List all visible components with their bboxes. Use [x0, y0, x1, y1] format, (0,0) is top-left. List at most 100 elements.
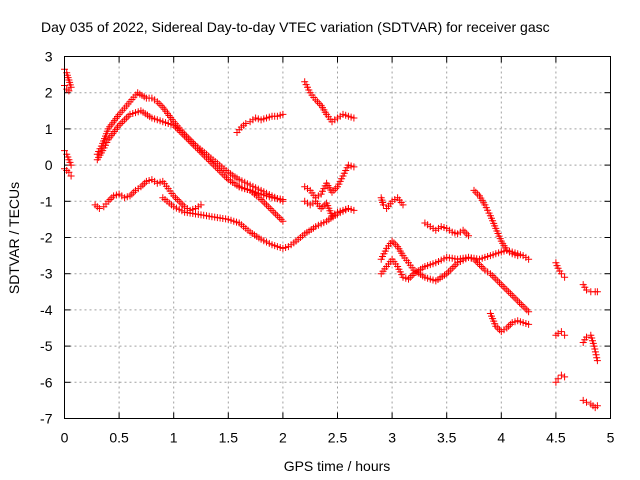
- data-point: [175, 197, 183, 205]
- data-point: [182, 134, 190, 142]
- data-point: [503, 286, 511, 294]
- data-point: [470, 186, 478, 194]
- data-point: [593, 402, 601, 410]
- series-arc-n: [377, 194, 407, 212]
- data-point: [510, 293, 518, 301]
- data-point: [512, 295, 520, 303]
- data-point: [496, 279, 503, 287]
- data-point: [219, 170, 227, 178]
- series-arc-y: [579, 396, 601, 412]
- x-tick-label: 0.5: [109, 430, 129, 446]
- data-point: [590, 342, 598, 350]
- data-point: [591, 345, 599, 353]
- data-points: [61, 65, 601, 412]
- data-point: [195, 147, 203, 155]
- data-point: [141, 179, 149, 187]
- data-point: [95, 205, 103, 212]
- data-point: [505, 288, 513, 296]
- data-point: [67, 172, 75, 180]
- data-point: [561, 373, 569, 381]
- data-point: [472, 188, 480, 196]
- data-point: [508, 291, 516, 299]
- data-point: [554, 329, 562, 337]
- data-point: [204, 156, 212, 164]
- data-point: [593, 357, 601, 365]
- data-point: [184, 136, 192, 144]
- data-point: [317, 205, 325, 212]
- chart-title: Day 035 of 2022, Sidereal Day-to-day VTE…: [41, 19, 550, 35]
- data-point: [157, 101, 165, 109]
- data-point: [119, 118, 127, 126]
- data-point: [126, 192, 134, 200]
- data-point: [266, 205, 274, 212]
- data-point: [213, 165, 221, 173]
- data-point: [450, 263, 458, 270]
- data-point: [279, 217, 287, 225]
- data-point: [277, 215, 285, 223]
- data-point: [279, 110, 287, 118]
- data-point: [448, 264, 456, 272]
- data-point: [479, 264, 487, 272]
- x-tick-label: 4.5: [546, 430, 566, 446]
- x-tick-label: 1: [170, 430, 178, 446]
- data-point: [465, 232, 472, 240]
- data-point: [153, 98, 161, 106]
- data-point: [104, 197, 112, 205]
- y-tick-label: 3: [45, 49, 53, 65]
- data-point: [579, 396, 587, 404]
- data-point: [170, 121, 178, 129]
- data-point: [503, 324, 511, 332]
- data-point: [583, 398, 590, 406]
- series-arc-o: [377, 237, 533, 316]
- data-point: [173, 125, 181, 133]
- data-point: [505, 322, 513, 330]
- data-point: [242, 120, 250, 127]
- y-tick-label: -2: [40, 230, 53, 246]
- data-point: [193, 145, 201, 153]
- data-point: [392, 241, 400, 249]
- y-tick-label: -3: [40, 266, 53, 282]
- data-point: [261, 199, 269, 207]
- data-point: [593, 288, 601, 296]
- data-point: [272, 210, 280, 218]
- data-point: [124, 112, 132, 120]
- data-point: [379, 201, 387, 209]
- data-point: [492, 275, 500, 283]
- data-point: [175, 127, 183, 135]
- data-point: [350, 114, 358, 122]
- data-point: [257, 196, 265, 203]
- series-arc-t: [552, 259, 569, 281]
- data-point: [259, 197, 267, 205]
- x-tick-label: 2.5: [328, 430, 348, 446]
- y-tick-label: -1: [40, 193, 53, 209]
- data-point: [181, 132, 189, 140]
- data-point: [155, 100, 163, 108]
- x-tick-label: 1.5: [219, 430, 239, 446]
- data-point: [268, 206, 276, 214]
- data-point: [264, 203, 272, 211]
- data-point: [139, 181, 147, 189]
- data-point: [263, 201, 270, 209]
- data-point: [172, 194, 179, 202]
- data-point: [172, 123, 179, 131]
- data-point: [583, 286, 590, 294]
- data-point: [525, 320, 533, 328]
- data-point: [179, 201, 187, 209]
- data-point: [477, 263, 485, 270]
- data-point: [554, 375, 562, 383]
- data-point: [516, 299, 523, 307]
- data-point: [593, 354, 601, 362]
- data-point: [221, 172, 229, 180]
- y-tick-label: -7: [40, 411, 53, 427]
- y-tick-label: 0: [45, 157, 53, 173]
- data-point: [314, 98, 321, 106]
- y-tick-label: -5: [40, 338, 53, 354]
- data-point: [517, 301, 525, 308]
- data-point: [486, 270, 494, 278]
- y-tick-label: -6: [40, 374, 53, 390]
- series-arc-p: [377, 246, 533, 283]
- data-point: [494, 324, 502, 332]
- data-point: [275, 214, 283, 222]
- data-point: [557, 371, 565, 379]
- series-arc-k: [301, 78, 358, 126]
